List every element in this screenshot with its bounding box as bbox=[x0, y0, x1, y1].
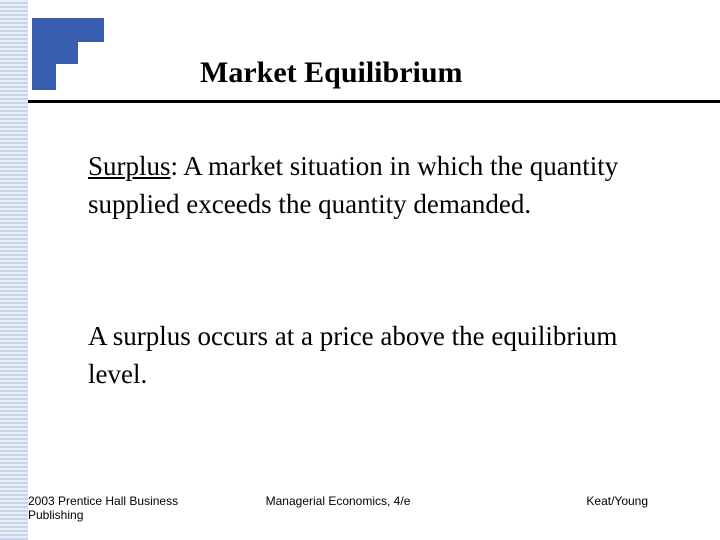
footer-book: Managerial Economics, 4/e bbox=[235, 494, 442, 522]
footer: 2003 Prentice Hall Business Publishing M… bbox=[28, 494, 720, 522]
title-underline bbox=[28, 100, 720, 103]
decorative-stripe bbox=[0, 0, 28, 540]
footer-authors: Keat/Young bbox=[441, 494, 708, 522]
logo-mark bbox=[32, 18, 104, 90]
secondary-paragraph: A surplus occurs at a price above the eq… bbox=[88, 318, 668, 394]
definition-paragraph: Surplus: A market situation in which the… bbox=[88, 148, 668, 224]
term: Surplus bbox=[88, 151, 171, 181]
slide-title: Market Equilibrium bbox=[200, 56, 463, 90]
footer-publisher: 2003 Prentice Hall Business Publishing bbox=[28, 494, 235, 522]
